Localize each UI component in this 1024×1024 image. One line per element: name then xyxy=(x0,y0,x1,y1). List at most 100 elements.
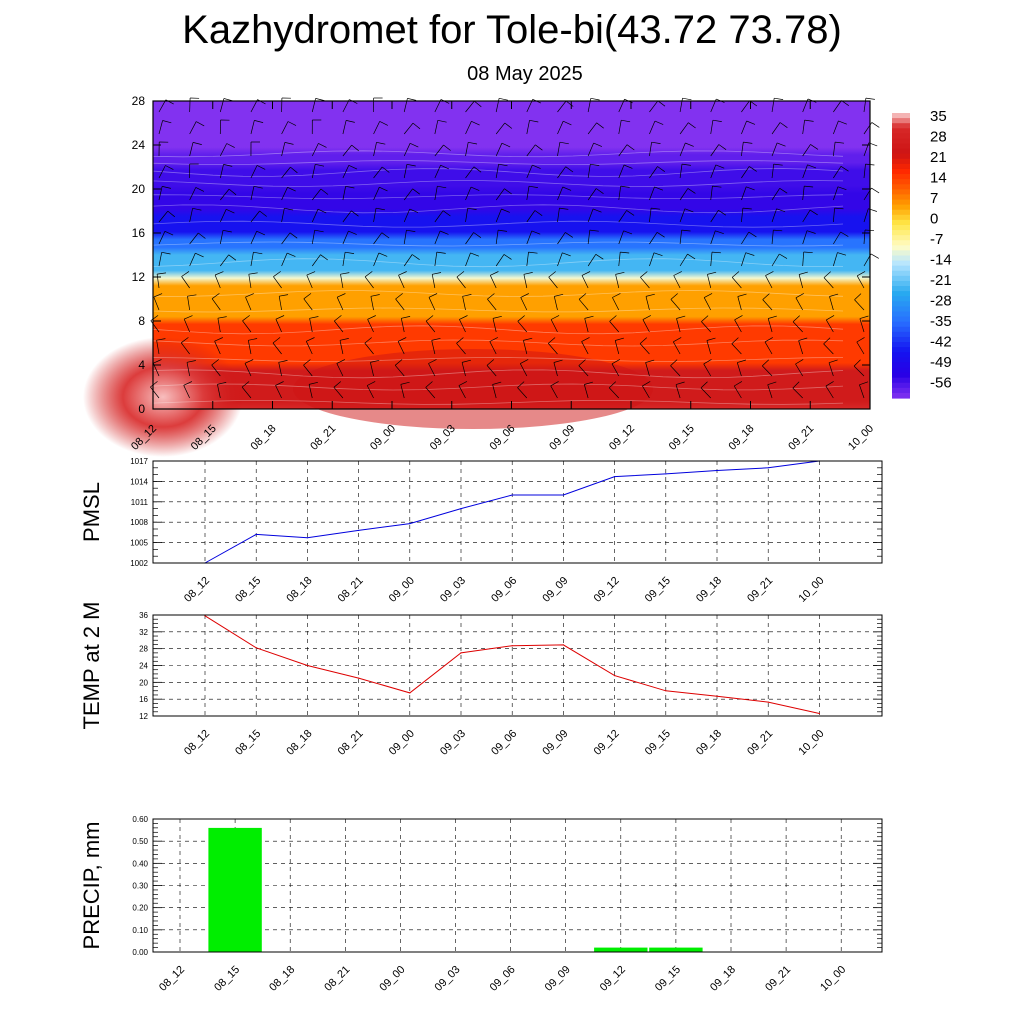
colorbar-swatch xyxy=(892,316,910,323)
y-tick-label: 1014 xyxy=(130,477,148,486)
wind-barb-flag xyxy=(612,293,621,298)
wind-barb xyxy=(434,165,441,179)
wind-barb-flag xyxy=(856,337,865,343)
wind-barb-flag xyxy=(370,294,380,297)
wind-barb xyxy=(526,230,533,245)
wind-barb-flag xyxy=(670,293,678,300)
wind-barb-flag xyxy=(523,337,533,341)
wind-barb xyxy=(275,385,282,399)
colorbar-swatch xyxy=(892,311,910,318)
colorbar-swatch xyxy=(892,179,910,185)
wind-barb xyxy=(373,121,381,135)
wind-barb-flag xyxy=(684,208,694,213)
wind-barb xyxy=(220,188,230,201)
wind-barb-flag xyxy=(492,381,502,385)
wind-barb-flag xyxy=(437,185,447,189)
x-tick-label: 08_15 xyxy=(212,964,242,994)
wind-barb-flag xyxy=(503,254,512,260)
wind-barb-flag xyxy=(857,271,866,277)
colorbar-swatch xyxy=(892,280,910,287)
colorbar-swatch xyxy=(892,118,910,124)
wind-barb-flag xyxy=(348,164,358,170)
heatmap-x-tick-label: 09_15 xyxy=(667,423,697,453)
wind-barb xyxy=(578,365,589,377)
contour-line xyxy=(152,325,844,335)
x-tick-label: 09_18 xyxy=(694,575,724,605)
wind-barb xyxy=(250,99,258,113)
wind-barb-flag xyxy=(712,185,722,188)
wind-barb xyxy=(281,232,291,245)
wind-barb xyxy=(250,210,260,223)
wind-barb-flag xyxy=(431,337,441,341)
data-point xyxy=(614,476,616,478)
wind-barb xyxy=(833,252,838,267)
wind-barb-flag xyxy=(257,99,266,105)
wind-barb xyxy=(526,210,536,223)
wind-barb xyxy=(771,142,778,157)
precip-panel: 0.00 0.10 0.20 0.30 0.40 0.50 0.60 08_12 08_15 08… xyxy=(79,815,883,994)
colorbar-swatch xyxy=(892,331,910,338)
colorbar-swatch xyxy=(892,286,910,292)
wind-barb xyxy=(495,208,502,223)
wind-barb xyxy=(311,209,319,223)
wind-barb-flag xyxy=(367,381,376,386)
wind-barb xyxy=(158,252,163,267)
wind-barb xyxy=(158,210,169,223)
wind-barb xyxy=(700,387,711,399)
y-tick-label: 20 xyxy=(139,678,148,687)
wind-barb-flag xyxy=(284,142,294,145)
panel-frame xyxy=(152,460,883,564)
wind-barb xyxy=(364,276,374,289)
wind-barb-flag xyxy=(865,97,875,100)
wind-barb-flag xyxy=(562,252,571,257)
wind-barb xyxy=(710,230,716,245)
colorbar-swatch xyxy=(892,392,910,399)
contour-line xyxy=(152,369,844,379)
wind-barb xyxy=(400,384,405,399)
wind-barb xyxy=(608,387,620,399)
wind-barb-flag xyxy=(774,97,784,100)
wind-barb-flag xyxy=(253,251,263,255)
wind-barb xyxy=(400,318,405,333)
x-tick-label: 09_09 xyxy=(543,964,573,994)
colorbar-swatch xyxy=(892,235,910,241)
wind-barb-flag xyxy=(645,293,655,297)
colorbar-swatch xyxy=(892,377,910,384)
wind-barb-flag xyxy=(440,164,449,170)
wind-barb xyxy=(832,208,835,223)
wind-barb xyxy=(611,363,620,377)
wind-barb xyxy=(557,186,564,201)
colorbar-label: 7 xyxy=(930,190,938,207)
wind-barb xyxy=(825,385,834,399)
wind-barb xyxy=(250,186,255,201)
wind-barb-flag xyxy=(703,359,712,365)
wind-barb xyxy=(219,164,224,179)
wind-barb-flag xyxy=(436,251,446,254)
wind-barb-flag xyxy=(715,164,725,169)
wind-barb-flag xyxy=(407,98,417,101)
wind-barb xyxy=(459,319,466,333)
colorbar-swatch xyxy=(892,245,910,252)
wind-barb-flag xyxy=(670,359,678,367)
colorbar-swatch xyxy=(892,158,910,165)
wind-barb xyxy=(461,362,466,377)
wind-barb-flag xyxy=(196,121,205,127)
wind-barb xyxy=(153,296,160,311)
wind-barb xyxy=(792,321,803,333)
wind-barb-flag xyxy=(259,210,267,217)
wind-barb-flag xyxy=(737,359,747,363)
x-tick-label: 09_09 xyxy=(540,728,570,758)
heatmap-x-tick-label: 10_00 xyxy=(846,423,876,453)
wind-barb-flag xyxy=(550,315,560,320)
wind-barb-flag xyxy=(462,294,472,297)
wind-barb-flag xyxy=(581,271,591,276)
wind-barb-flag xyxy=(256,165,266,170)
wind-barb xyxy=(618,210,627,223)
wind-barb-flag xyxy=(590,97,600,101)
wind-barb xyxy=(219,143,228,157)
wind-barb-flag xyxy=(776,142,786,147)
colorbar-label: 14 xyxy=(930,170,947,187)
wind-barb-flag xyxy=(623,230,633,235)
wind-barb xyxy=(465,100,475,113)
wind-barb xyxy=(618,164,625,179)
